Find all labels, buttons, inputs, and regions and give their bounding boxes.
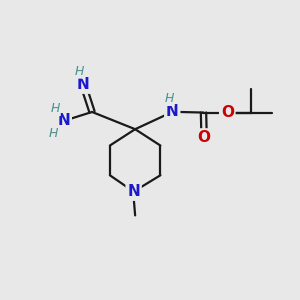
- Text: H: H: [51, 103, 60, 116]
- Text: N: N: [57, 113, 70, 128]
- Text: H: H: [75, 65, 84, 78]
- Text: N: N: [77, 77, 89, 92]
- Text: O: O: [221, 105, 234, 120]
- Text: H: H: [49, 127, 58, 140]
- Text: O: O: [198, 130, 211, 145]
- Text: N: N: [166, 104, 179, 119]
- Text: N: N: [127, 184, 140, 199]
- Text: H: H: [165, 92, 174, 105]
